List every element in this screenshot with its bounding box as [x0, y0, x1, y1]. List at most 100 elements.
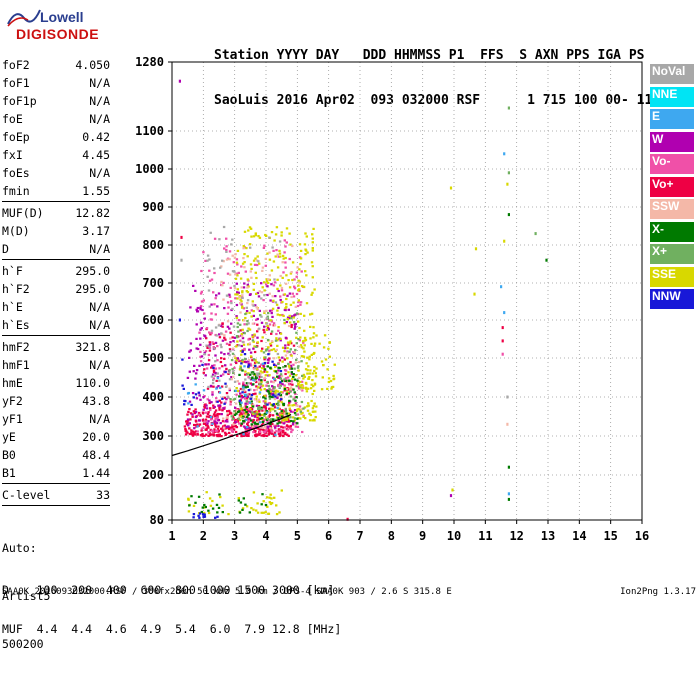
- echo-point: [268, 392, 271, 395]
- echo-point: [279, 412, 282, 415]
- echo-point: [208, 349, 212, 352]
- echo-point: [224, 382, 227, 385]
- echo-point: [286, 357, 289, 360]
- echo-point: [296, 408, 299, 411]
- param-name: D: [2, 242, 9, 256]
- echo-point: [231, 336, 234, 339]
- echo-point: [267, 512, 271, 515]
- echo-point: [288, 286, 292, 289]
- echo-point: [269, 427, 272, 430]
- y-tick-label: 400: [142, 390, 164, 404]
- param-row: M(D) 3.17: [2, 222, 110, 240]
- echo-point: [256, 336, 259, 339]
- echo-point: [283, 416, 286, 419]
- echo-point: [228, 426, 231, 429]
- echo-point: [279, 398, 283, 401]
- param-name: C-level: [2, 488, 51, 502]
- echo-point: [223, 357, 226, 360]
- echo-point: [288, 407, 291, 410]
- echo-point: [267, 430, 271, 433]
- echo-point: [218, 493, 221, 496]
- echo-point: [230, 378, 233, 381]
- echo-point: [291, 292, 294, 295]
- echo-point: [301, 374, 304, 377]
- echo-point: [274, 339, 278, 342]
- echo-point: [206, 422, 209, 425]
- echo-point: [227, 306, 230, 309]
- echo-point: [252, 340, 255, 343]
- echo-point: [273, 378, 276, 381]
- echo-point: [285, 418, 289, 421]
- echo-point: [277, 356, 280, 359]
- echo-point: [287, 392, 291, 395]
- echo-point: [254, 257, 257, 260]
- echo-point: [282, 257, 285, 260]
- echo-point: [269, 403, 273, 406]
- echo-point: [283, 369, 287, 372]
- echo-point: [243, 393, 247, 396]
- echo-point: [220, 427, 223, 430]
- echo-point: [501, 352, 504, 356]
- param-name: foEs: [2, 166, 30, 180]
- echo-point: [251, 322, 255, 325]
- echo-point: [271, 414, 275, 417]
- echo-point: [248, 377, 251, 380]
- echo-point: [244, 357, 247, 360]
- echo-point: [237, 271, 240, 274]
- echo-point: [216, 511, 219, 514]
- echo-point: [267, 384, 270, 388]
- echo-point: [223, 426, 226, 429]
- echo-point: [229, 363, 233, 366]
- echo-point: [199, 355, 202, 358]
- echo-point: [228, 293, 231, 296]
- echo-point: [290, 325, 293, 329]
- echo-point: [290, 295, 293, 299]
- echo-point: [258, 386, 262, 389]
- echo-point: [292, 344, 296, 347]
- echo-point: [239, 329, 242, 332]
- echo-point: [250, 276, 253, 279]
- echo-point: [293, 351, 296, 354]
- echo-point: [235, 359, 238, 362]
- echo-point: [260, 297, 263, 300]
- echo-point: [198, 512, 202, 515]
- echo-point: [297, 299, 300, 302]
- param-row: D N/A: [2, 240, 110, 258]
- y-tick-label: 200: [142, 468, 164, 482]
- param-name: yE: [2, 430, 16, 444]
- param-row: MUF(D) 12.82: [2, 204, 110, 222]
- echo-point: [252, 358, 256, 361]
- echo-point: [198, 516, 201, 519]
- param-name: h`F2: [2, 282, 30, 296]
- y-tick-label: 1000: [135, 162, 164, 176]
- echo-point: [258, 381, 261, 384]
- echo-point: [212, 342, 215, 345]
- echo-point: [291, 423, 295, 426]
- echo-point: [296, 417, 299, 420]
- echo-point: [236, 409, 239, 412]
- echo-point: [237, 319, 241, 322]
- param-row: yF1 N/A: [2, 410, 110, 428]
- echo-point: [194, 408, 197, 411]
- echo-point: [233, 270, 236, 273]
- echo-point: [237, 497, 240, 500]
- echo-point: [202, 426, 205, 429]
- echo-point: [311, 291, 314, 294]
- echo-point: [205, 367, 209, 370]
- echo-point: [284, 408, 287, 411]
- echo-point: [290, 367, 293, 370]
- echo-point: [300, 270, 303, 273]
- echo-point: [264, 407, 268, 410]
- echo-point: [212, 385, 215, 388]
- echo-point: [259, 421, 262, 424]
- echo-point: [221, 396, 224, 399]
- echo-point: [289, 303, 293, 306]
- echo-point: [284, 431, 287, 434]
- echo-point: [212, 370, 216, 373]
- echo-point: [280, 286, 284, 290]
- echo-point: [299, 380, 302, 384]
- echo-point: [273, 278, 276, 281]
- echo-point: [251, 377, 254, 380]
- echo-point: [206, 259, 209, 262]
- param-value: 295.0: [75, 264, 110, 278]
